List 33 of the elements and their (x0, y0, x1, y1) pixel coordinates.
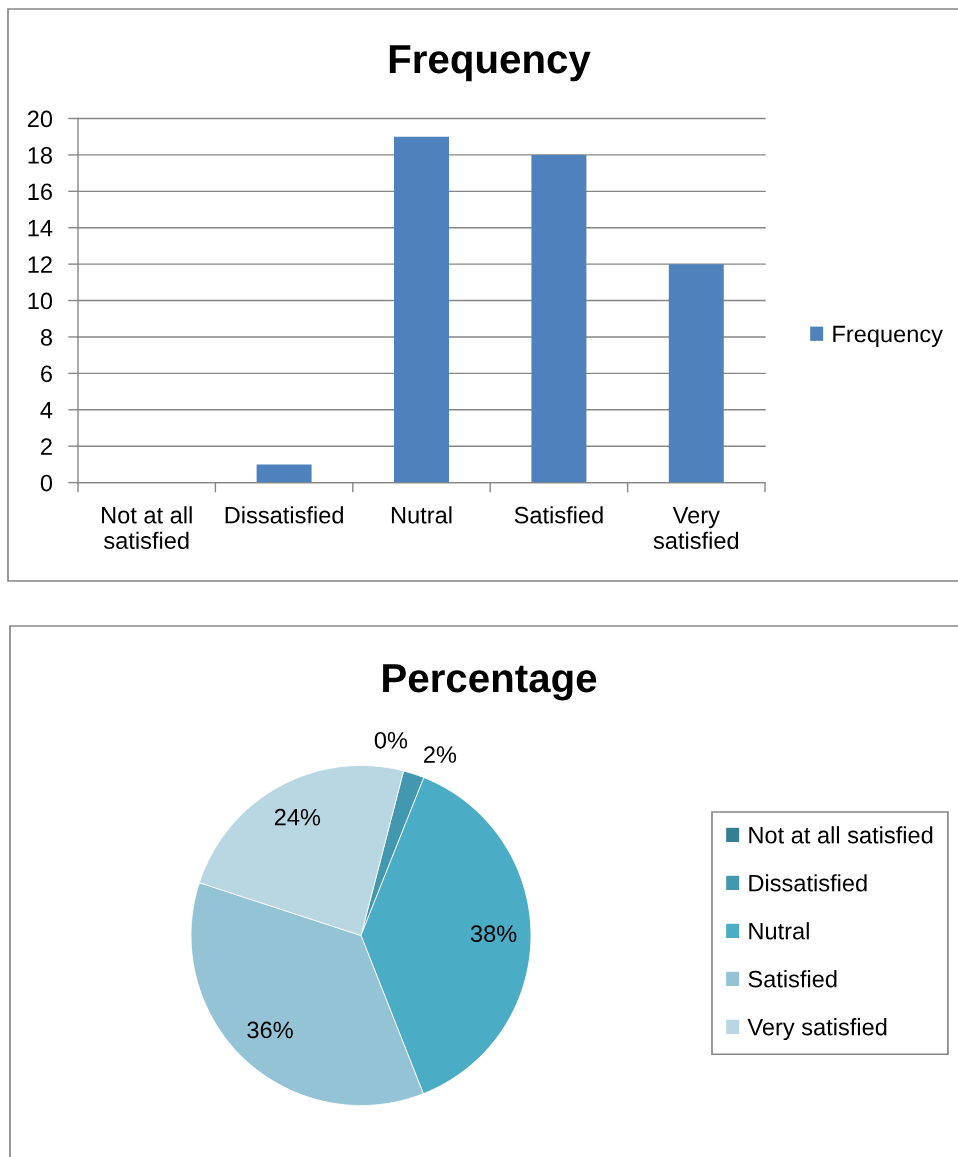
y-tick-label: 12 (28, 256, 52, 273)
x-tick-label: Nutral (391, 506, 452, 524)
legend-label: Not at all satisfied (749, 826, 933, 844)
y-tick-label: 14 (28, 220, 53, 237)
x-tick-label: Not at all satisfied (102, 506, 192, 549)
legend-label: Nutral (749, 922, 809, 940)
legend-label: Satisfied (748, 970, 837, 988)
y-tick-label: 20 (27, 110, 53, 128)
y-tick-label: 16 (28, 183, 52, 201)
chart-title: Frequency (389, 45, 591, 82)
y-tick-label: 6 (41, 365, 52, 383)
bar (394, 136, 449, 483)
data-label: 38% (470, 925, 517, 943)
y-tick-label: 0 (40, 474, 53, 492)
chart-title: Percentage (383, 664, 597, 701)
bar (256, 464, 312, 483)
x-tick-label: Satisfied (514, 506, 603, 524)
y-tick-label: 10 (28, 292, 53, 310)
x-tick-label: Dissatisfied (225, 506, 343, 524)
data-label: 24% (274, 808, 321, 826)
legend-label: Dissatisfied (749, 874, 867, 892)
data-label: 2% (424, 746, 457, 763)
legend-label: Frequency (833, 325, 943, 348)
y-tick-label: 2 (41, 438, 52, 455)
x-tick-label: Very satisfied (653, 507, 739, 549)
y-tick-label: 18 (28, 146, 52, 164)
data-label: 36% (247, 1021, 293, 1039)
bar (531, 154, 587, 483)
y-tick-label: 4 (40, 402, 53, 419)
text: 0% (374, 731, 408, 749)
bar (668, 264, 724, 483)
legend-label: Very satisfied (747, 1018, 887, 1041)
y-tick-label: 8 (40, 329, 52, 346)
